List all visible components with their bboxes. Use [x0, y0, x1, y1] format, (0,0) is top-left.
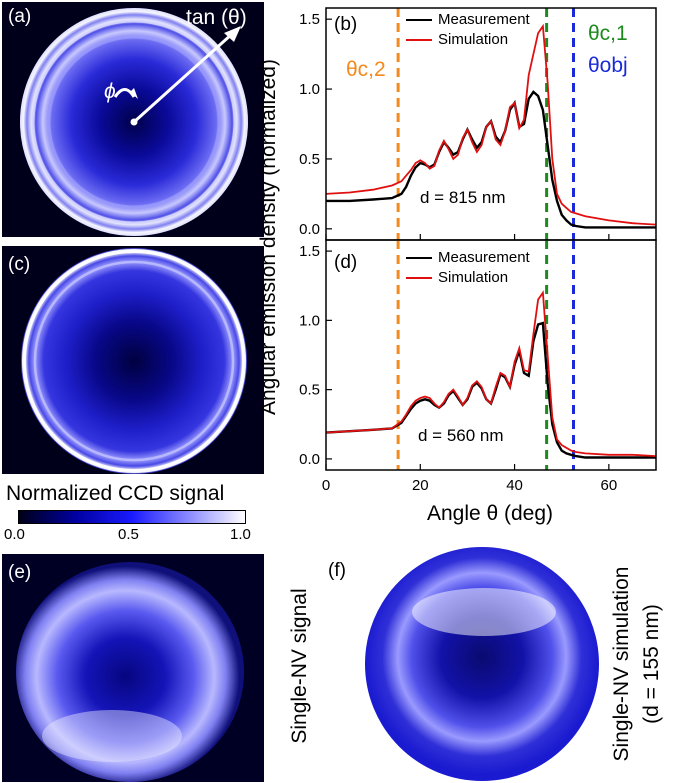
legend-item-measurement: Measurement — [406, 10, 530, 30]
theta-c2-label: θc,2 — [346, 58, 386, 81]
x-tick-label: 60 — [601, 477, 618, 494]
colorbar-tick-2: 1.0 — [230, 526, 251, 543]
plot-frame — [325, 239, 657, 471]
legend-line — [406, 39, 432, 42]
x-tick-label: 40 — [506, 477, 523, 494]
thickness-label-b: d = 815 nm — [420, 188, 506, 207]
phi-label: ϕ — [104, 80, 116, 103]
series-simulation — [325, 290, 657, 457]
simulation-image-f — [364, 546, 600, 782]
legend-item-simulation: Simulation — [406, 30, 530, 50]
y-tick-label: 0.5 — [299, 151, 320, 168]
ccd-image-a — [2, 2, 264, 237]
thickness-label-d: d = 560 nm — [418, 426, 504, 445]
ccd-image-c — [2, 246, 264, 474]
colorbar-tick-1: 0.5 — [118, 526, 139, 543]
emission-plots: 0.0 0.5 1.0 1.5 0.0 0.5 1.0 1.5 0 20 40 60 Angular… — [257, 7, 657, 525]
panel-label-f: (f) — [328, 560, 346, 581]
y-tick-label: 1.0 — [299, 81, 320, 98]
single-nv-simulation-label: Single-NV simulation — [610, 566, 633, 762]
y-tick-label: 0.0 — [299, 221, 320, 238]
y-tick-label: 1.0 — [299, 312, 320, 329]
single-nv-simulation-thickness: (d = 155 nm) — [640, 604, 663, 724]
colorbar-tick-0: 0.0 — [4, 526, 25, 543]
legend-d: Measurement Simulation — [406, 248, 530, 288]
x-tick-label: 20 — [412, 477, 429, 494]
tan-theta-label: tan (θ) — [186, 6, 247, 29]
single-nv-signal-label: Single-NV signal — [288, 588, 311, 744]
panel-label-c: (c) — [8, 254, 31, 275]
legend-b: Measurement Simulation — [406, 10, 530, 50]
legend-line — [406, 257, 432, 260]
legend-item-simulation: Simulation — [406, 268, 530, 288]
panel-label-b: (b) — [334, 14, 358, 35]
y-axis-label: Angular emission density (normalized) — [257, 59, 280, 415]
legend-line — [406, 19, 432, 22]
panel-label-e: (e) — [8, 562, 32, 583]
ccd-image-e — [2, 554, 264, 782]
panel-label-d: (d) — [334, 252, 358, 273]
legend-item-measurement: Measurement — [406, 248, 530, 268]
y-tick-label: 0.5 — [299, 382, 320, 399]
y-tick-label: 1.5 — [299, 11, 320, 28]
legend-measurement-label: Measurement — [438, 249, 530, 266]
legend-line — [406, 277, 432, 280]
colorbar-title: Normalized CCD signal — [6, 482, 225, 505]
y-tick-label: 0.0 — [299, 451, 320, 468]
theta-c1-label: θc,1 — [588, 22, 628, 45]
legend-simulation-label: Simulation — [438, 31, 509, 48]
colorbar — [18, 510, 246, 524]
legend-simulation-label: Simulation — [438, 269, 509, 286]
legend-measurement-label: Measurement — [438, 11, 530, 28]
x-axis-label: Angle θ (deg) — [427, 502, 553, 525]
x-tick-label: 0 — [322, 477, 330, 494]
y-tick-label: 1.5 — [299, 243, 320, 260]
theta-obj-label: θobj — [588, 54, 628, 77]
series-simulation — [325, 23, 657, 226]
panel-label-a: (a) — [8, 6, 32, 27]
